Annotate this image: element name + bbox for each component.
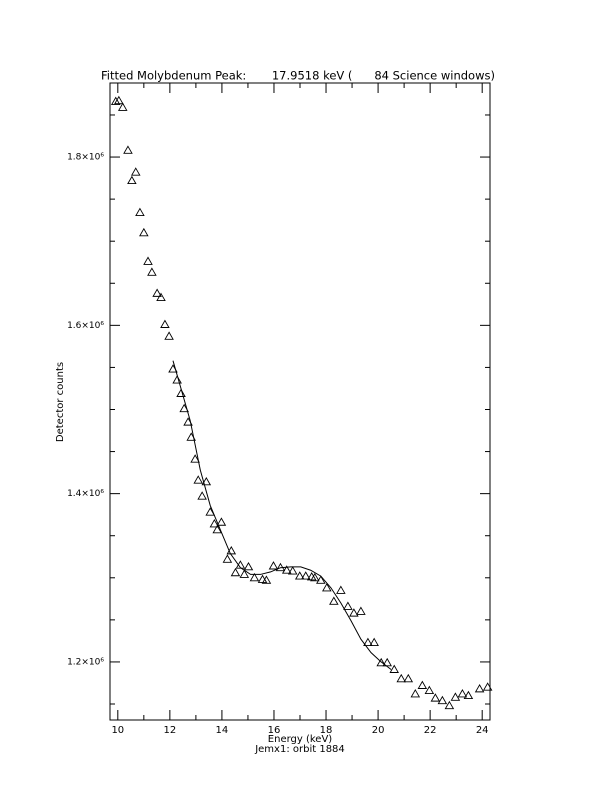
data-point <box>117 102 128 111</box>
data-point <box>114 95 124 105</box>
x-axis-label: Energy (keV) <box>268 734 333 745</box>
chart-title: Fitted Molybdenum Peak: 17.9518 keV ( 84… <box>101 69 495 83</box>
x-tick-label: 22 <box>424 725 437 736</box>
data-point <box>376 657 386 667</box>
data-point <box>205 507 215 516</box>
plot-frame <box>109 82 491 721</box>
data-point <box>336 585 346 594</box>
data-point <box>193 475 204 484</box>
data-point <box>230 567 241 577</box>
fit-line <box>172 360 392 670</box>
data-point <box>212 524 223 534</box>
data-point <box>417 680 428 689</box>
data-point <box>450 692 461 701</box>
data-point <box>389 664 399 673</box>
data-point <box>396 673 407 683</box>
x-tick-label: 14 <box>216 725 229 736</box>
x-tick-label: 16 <box>268 725 281 736</box>
data-point <box>172 375 182 384</box>
subtitle: Jemx1: orbit 1884 <box>254 744 345 755</box>
data-point <box>329 596 339 605</box>
x-tick-label: 20 <box>372 725 385 736</box>
data-point <box>110 96 121 105</box>
data-point <box>239 569 250 578</box>
data-point <box>474 683 485 693</box>
y-axis-label: Detector counts <box>55 362 66 442</box>
data-point <box>135 207 145 217</box>
data-point <box>437 695 448 705</box>
data-point <box>287 566 298 575</box>
data-point <box>281 565 292 574</box>
data-point <box>444 700 455 710</box>
data-point <box>164 331 174 340</box>
data-point <box>316 575 326 584</box>
data-point <box>139 227 149 237</box>
y-tick-label: 1.4×10⁶ <box>67 489 104 499</box>
x-tick-label: 18 <box>320 725 333 736</box>
x-tick-label: 24 <box>476 725 489 736</box>
data-point <box>382 657 392 667</box>
data-point <box>310 572 320 582</box>
y-tick-label: 1.2×10⁶ <box>67 657 104 667</box>
data-point <box>363 637 373 647</box>
data-point <box>261 575 272 584</box>
data-point <box>201 476 212 486</box>
data-point <box>222 554 233 563</box>
data-point <box>127 175 137 185</box>
data-point <box>176 388 186 397</box>
data-point <box>356 606 366 615</box>
data-point <box>123 145 133 154</box>
data-point <box>130 167 141 176</box>
data-point <box>403 673 414 683</box>
data-point <box>268 561 279 570</box>
data-point <box>249 572 260 582</box>
data-point <box>410 689 421 698</box>
data-point <box>349 608 359 617</box>
data-point <box>216 517 227 526</box>
data-point <box>156 292 166 302</box>
data-point <box>424 685 435 694</box>
data-point <box>190 454 200 463</box>
data-point <box>322 582 332 592</box>
data-point <box>147 267 157 276</box>
data-point <box>482 682 493 691</box>
data-point <box>243 561 254 571</box>
y-tick-label: 1.8×10⁶ <box>67 153 104 163</box>
x-tick-label: 12 <box>163 725 176 736</box>
data-point <box>160 319 170 328</box>
x-tick-label: 10 <box>111 725 124 736</box>
data-point <box>143 256 153 265</box>
data-point <box>430 693 441 702</box>
data-point <box>369 637 379 647</box>
data-point <box>343 601 353 610</box>
data-point <box>152 288 162 297</box>
data-point <box>300 571 311 580</box>
data-point <box>197 491 207 500</box>
data-point <box>463 690 474 700</box>
y-tick-label: 1.6×10⁶ <box>67 321 104 331</box>
data-point <box>209 519 220 528</box>
data-point <box>457 689 468 698</box>
data-point <box>294 571 305 580</box>
